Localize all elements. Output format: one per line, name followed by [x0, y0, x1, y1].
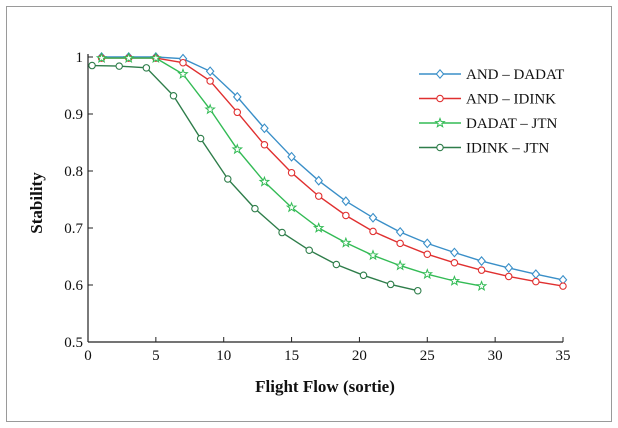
circle-marker [260, 141, 269, 149]
star-marker [122, 52, 135, 64]
legend-label: AND – DADAT [466, 67, 564, 83]
circle-marker [88, 61, 96, 70]
circle-marker [532, 277, 540, 286]
star-marker [177, 68, 189, 79]
circle-marker [115, 62, 123, 70]
circle-marker [251, 204, 259, 213]
legend-label: DADAT – JTN [466, 116, 558, 132]
star-marker [95, 52, 108, 64]
diamond-marker [260, 123, 269, 134]
series-3 [95, 52, 488, 292]
circle-marker [224, 175, 232, 183]
diamond-marker [531, 269, 541, 280]
y-tick-label: 0.8 [64, 164, 83, 180]
legend-entry: AND – IDINK [419, 92, 556, 108]
diamond-marker [314, 175, 324, 186]
x-tick-label: 15 [284, 348, 299, 364]
diamond-marker [395, 226, 405, 238]
circle-marker [414, 286, 422, 295]
circle-marker [342, 211, 350, 220]
series-line [101, 56, 564, 281]
legend-entry: IDINK – JTN [419, 141, 549, 157]
star-marker [340, 236, 352, 248]
circle-marker [233, 108, 242, 117]
legend-entry: AND – DADAT [419, 67, 564, 83]
circle-marker [436, 94, 444, 103]
circle-marker [477, 266, 486, 274]
x-tick-label: 0 [84, 348, 92, 364]
circle-marker [369, 227, 377, 236]
x-tick-label: 20 [352, 348, 367, 364]
y-tick-label: 0.5 [64, 335, 83, 351]
diamond-marker [368, 212, 378, 223]
circle-marker [423, 250, 432, 258]
circle-marker [436, 143, 444, 152]
circle-marker [179, 58, 187, 67]
y-tick-label: 0.6 [64, 278, 83, 294]
circle-marker [206, 77, 214, 85]
diamond-marker [477, 256, 486, 267]
star-marker [231, 143, 244, 155]
circle-marker [169, 92, 178, 100]
circle-marker [278, 228, 286, 237]
star-marker [434, 116, 446, 128]
x-tick-label: 10 [216, 348, 231, 364]
diamond-marker [450, 247, 459, 258]
series-1 [97, 51, 568, 285]
x-tick-label: 5 [152, 348, 160, 364]
y-axis-title: Stability [27, 172, 46, 234]
star-marker [394, 259, 406, 271]
star-marker [258, 175, 271, 187]
diamond-marker [341, 196, 351, 207]
circle-marker [142, 64, 151, 72]
x-axis-title: Flight Flow (sortie) [255, 377, 395, 396]
circle-marker [396, 239, 404, 248]
star-marker [312, 221, 325, 233]
circle-marker [314, 192, 323, 200]
circle-marker [359, 271, 368, 280]
series-layer [88, 51, 568, 295]
star-marker [285, 201, 298, 213]
chart-frame [6, 6, 612, 422]
star-marker [421, 268, 434, 280]
diamond-marker [205, 66, 215, 77]
x-tick-label: 25 [420, 348, 435, 364]
circle-marker [450, 259, 459, 267]
circle-marker [559, 282, 567, 290]
diamond-marker [435, 68, 445, 80]
series-line [101, 57, 564, 287]
circle-marker [287, 168, 296, 177]
circle-marker [305, 246, 313, 254]
circle-marker [386, 280, 395, 289]
legend-label: AND – IDINK [466, 92, 556, 108]
circle-marker [504, 272, 513, 281]
star-marker [475, 280, 488, 292]
y-tick-label: 0.7 [64, 221, 83, 237]
legend: AND – DADAT AND – IDINK DADAT – JTN IDINK –… [419, 67, 564, 157]
star-marker [204, 103, 216, 115]
series-line [92, 64, 418, 292]
axes: 0 5 10 15 20 25 30 35 0.5 0.6 0.7 0.8 0.9 1 [64, 50, 570, 364]
y-tick-label: 1 [76, 50, 84, 66]
diamond-marker [422, 238, 432, 249]
legend-entry: DADAT – JTN [419, 116, 558, 132]
star-marker [150, 52, 162, 64]
series-4 [88, 61, 422, 295]
legend-label: IDINK – JTN [466, 141, 549, 157]
diamond-marker [287, 151, 296, 162]
star-marker [448, 274, 461, 286]
circle-marker [196, 134, 205, 143]
x-tick-label: 30 [488, 348, 503, 364]
star-marker [367, 249, 379, 261]
x-tick-label: 35 [556, 348, 571, 364]
y-tick-label: 0.9 [64, 107, 83, 123]
circle-marker [332, 260, 341, 269]
diamond-marker [504, 262, 514, 273]
diamond-marker [232, 91, 242, 102]
